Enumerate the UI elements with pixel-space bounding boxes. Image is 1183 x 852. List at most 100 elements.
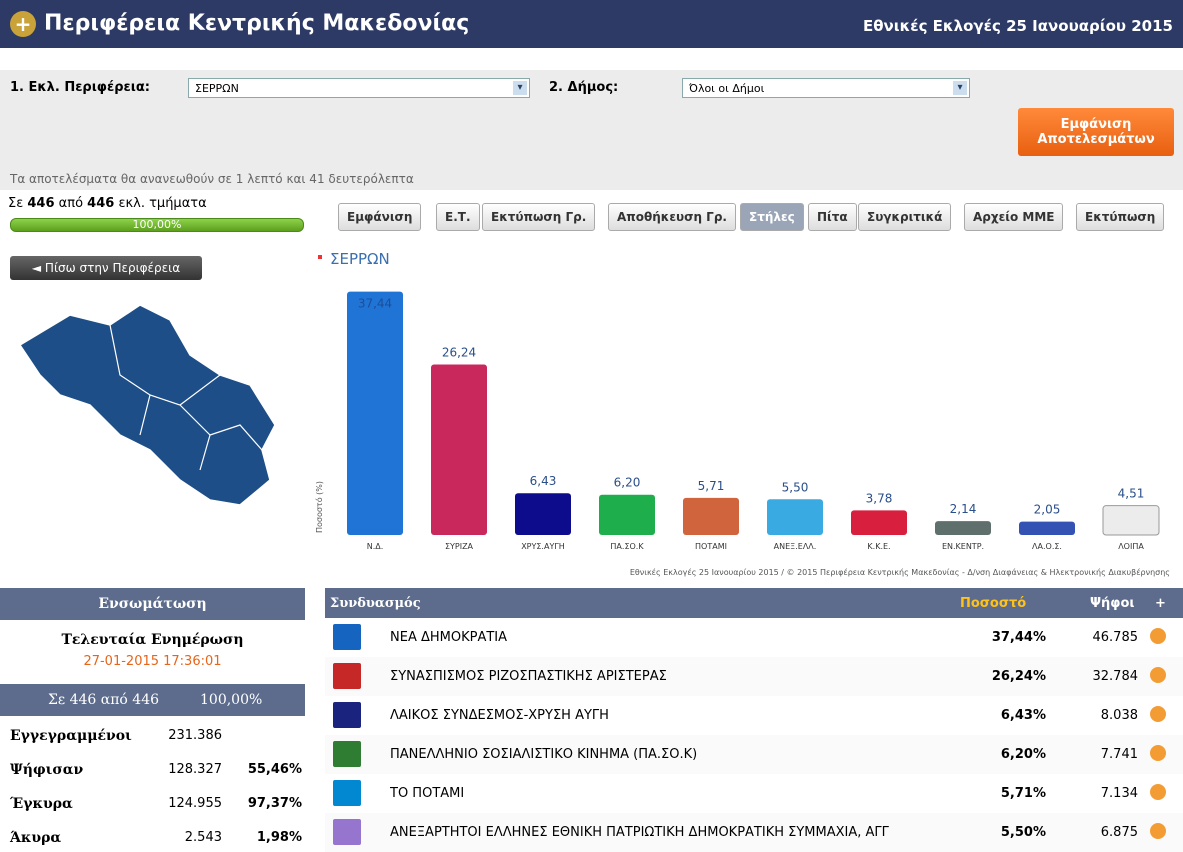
progress-text: Σε 446 από 446 εκλ. τμήματα (8, 196, 207, 211)
summary-share: 97,37% (247, 796, 302, 811)
value-label: 5,50 (782, 480, 809, 494)
value-label: 26,24 (442, 345, 476, 359)
chart-icon (318, 255, 322, 259)
detail-icon[interactable] (1150, 667, 1166, 683)
toolbar-button[interactable]: Πίτα (808, 203, 857, 231)
bar (851, 510, 907, 535)
show-results-button[interactable]: Εμφάνιση Αποτελεσμάτων (1018, 108, 1174, 156)
y-axis-label: Ποσοστό (%) (314, 481, 324, 533)
party-votes: 46.785 (1092, 630, 1139, 645)
bar (1102, 505, 1160, 536)
bar (515, 493, 571, 535)
party-name: ΣΥΝΑΣΠΙΣΜΟΣ ΡΙΖΟΣΠΑΣΤΙΚΗΣ ΑΡΙΣΤΕΡΑΣ (390, 669, 667, 684)
toolbar-button[interactable]: Ε.Τ. (436, 203, 480, 231)
party-percent: 37,44% (991, 630, 1046, 645)
municipality-select[interactable]: Όλοι οι Δήμοι (682, 78, 970, 98)
text: εκλ. τμήματα (118, 196, 207, 211)
toolbar-button[interactable]: Συγκριτικά (858, 203, 952, 231)
value-label: 6,20 (614, 476, 641, 490)
party-name: ΠΑΝΕΛΛΗΝΙΟ ΣΟΣΙΑΛΙΣΤΙΚΟ ΚΙΝΗΜΑ (ΠΑ.ΣΟ.Κ) (390, 747, 698, 762)
detail-icon[interactable] (1150, 745, 1166, 761)
party-percent: 6,20% (1000, 747, 1046, 762)
toolbar-button[interactable]: Αποθήκευση Γρ. (608, 203, 736, 231)
text: 446 (27, 196, 55, 211)
party-votes: 8.038 (1100, 708, 1138, 723)
map-borders (109, 324, 263, 471)
chart: ΣΕΡΡΩΝ Ποσοστό (%) Εθνικές Εκλογές 25 Ια… (314, 250, 1170, 577)
column-header: Συνδυασμός (330, 596, 421, 611)
bar (347, 291, 403, 535)
filter-row (0, 48, 1183, 70)
detail-icon[interactable] (1150, 823, 1166, 839)
back-button[interactable]: ◄ Πίσω στην Περιφέρεια (10, 256, 202, 280)
x-tick-label: ΠΟΤΑΜΙ (695, 542, 727, 551)
party-votes: 32.784 (1092, 669, 1139, 684)
header-title: Περιφέρεια Κεντρικής Μακεδονίας (44, 11, 470, 36)
party-name: ΝΕΑ ΔΗΜΟΚΡΑΤΙΑ (390, 630, 508, 645)
text: 446 (87, 196, 115, 211)
bar (1019, 521, 1075, 535)
value-label: 3,78 (866, 491, 893, 505)
party-logo (333, 702, 361, 728)
toolbar-button[interactable]: Εκτύπωση (1076, 203, 1165, 231)
column-header[interactable]: Ψήφοι (1090, 596, 1135, 611)
expand-button[interactable]: + (1155, 596, 1166, 611)
election-title: Εθνικές Εκλογές 25 Ιανουαρίου 2015 (862, 17, 1173, 35)
summary-label: Ψήφισαν (10, 762, 84, 778)
party-logo (333, 624, 361, 650)
party-percent: 6,43% (1000, 708, 1046, 723)
party-logo (333, 663, 361, 689)
coverage-percent: 100,00% (200, 692, 263, 708)
x-tick-label: ΣΥΡΙΖΑ (445, 542, 474, 551)
results-header (325, 588, 1183, 618)
x-tick-label: ΛΑ.Ο.Σ. (1032, 542, 1062, 551)
x-tick-label: ΑΝΕΞ.ΕΛΛ. (774, 542, 817, 551)
summary-label: Έγκυρα (10, 796, 73, 812)
result-row (325, 735, 1183, 775)
party-name: ΛΑΪΚΟΣ ΣΥΝΔΕΣΜΟΣ-ΧΡΥΣΗ ΑΥΓΗ (390, 708, 609, 723)
party-name: ΤΟ ΠΟΤΑΜΙ (390, 786, 465, 801)
toolbar-button[interactable]: Στήλες (740, 203, 804, 231)
toolbar-button[interactable]: Εκτύπωση Γρ. (482, 203, 596, 231)
column-header[interactable]: Ποσοστό (960, 596, 1027, 611)
header-bar (0, 0, 1183, 48)
x-tick-label: ΠΑ.ΣΟ.Κ (610, 542, 644, 551)
result-row (325, 696, 1183, 736)
update-time: 27-01-2015 17:36:01 (83, 654, 222, 669)
refresh-note: Τα αποτελέσματα θα ανανεωθούν σε 1 λεπτό… (10, 172, 414, 186)
party-votes: 7.741 (1100, 747, 1138, 762)
detail-icon[interactable] (1150, 706, 1166, 722)
emblem: + (10, 11, 36, 37)
region-label: 1. Εκλ. Περιφέρεια: (10, 80, 150, 95)
detail-icon[interactable] (1150, 784, 1166, 800)
x-tick-label: ΛΟΙΠΑ (1118, 542, 1144, 551)
value-label: 4,51 (1118, 487, 1145, 501)
summary-share: 1,98% (256, 830, 302, 845)
party-votes: 7.134 (1100, 786, 1138, 801)
toolbar-button[interactable]: Αρχείο ΜΜΕ (964, 203, 1064, 231)
summary-count: 231.386 (168, 728, 222, 743)
party-name: ΑΝΕΞΑΡΤΗΤΟΙ ΕΛΛΗΝΕΣ ΕΘΝΙΚΗ ΠΑΤΡΙΩΤΙΚΗ ΔΗ… (390, 825, 889, 840)
coverage: Σε 446 από 446 (48, 692, 160, 708)
value-label: 2,14 (950, 502, 977, 516)
summary-count: 124.955 (168, 796, 222, 811)
municipality-label: 2. Δήμος: (549, 80, 619, 95)
party-logo (333, 780, 361, 806)
party-votes: 6.875 (1100, 825, 1138, 840)
value-label: 2,05 (1034, 503, 1061, 517)
text: από (58, 196, 84, 211)
x-tick-label: Κ.Κ.Ε. (867, 542, 890, 551)
summary-count: 128.327 (168, 762, 222, 777)
party-percent: 26,24% (991, 669, 1046, 684)
chart-title: ΣΕΡΡΩΝ (330, 250, 390, 268)
bar (431, 364, 487, 535)
region-select[interactable]: ΣΕΡΡΩΝ (188, 78, 530, 98)
toolbar-button[interactable]: Εμφάνιση (338, 203, 422, 231)
summary-share: 55,46% (247, 762, 302, 777)
x-tick-label: ΕΝ.ΚΕΝΤΡ. (942, 542, 984, 551)
party-logo (333, 819, 361, 845)
detail-icon[interactable] (1150, 628, 1166, 644)
value-label: 5,71 (698, 479, 725, 493)
summary-label: Άκυρα (10, 830, 62, 846)
